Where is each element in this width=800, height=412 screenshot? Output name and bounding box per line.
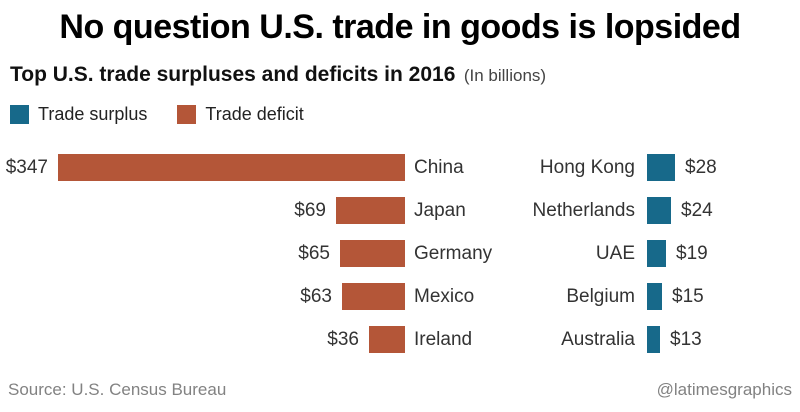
surplus-row: Netherlands $24 (500, 189, 792, 232)
surplus-value-label: $28 (685, 156, 717, 178)
surplus-value-label: $15 (672, 285, 704, 307)
deficit-value-label: $69 (294, 199, 326, 221)
surplus-bar (647, 154, 675, 181)
footer: Source: U.S. Census Bureau @latimesgraph… (8, 380, 792, 400)
surplus-bar (647, 197, 671, 224)
deficit-value-label: $347 (5, 156, 48, 178)
deficit-bar (369, 326, 405, 353)
deficit-value-label: $65 (298, 242, 330, 264)
surplus-bar-chart: Hong Kong $28 Netherlands $24 UAE $19 Belgium $… (500, 146, 792, 361)
deficit-row: $69 Japan (8, 189, 514, 232)
deficit-country-label: Mexico (414, 285, 475, 307)
chart-subtitle-row: Top U.S. trade surpluses and deficits in… (10, 63, 546, 87)
deficit-value-label: $36 (327, 328, 359, 350)
credit-text: @latimesgraphics (656, 380, 792, 399)
deficit-country-label: Ireland (414, 328, 473, 350)
chart-title: No question U.S. trade in goods is lopsi… (59, 8, 741, 46)
surplus-legend-swatch (10, 105, 29, 124)
deficit-bar (342, 283, 405, 310)
surplus-value-label: $13 (670, 328, 702, 350)
deficit-legend-swatch (177, 105, 197, 124)
deficit-country-label: China (414, 156, 464, 178)
deficit-row: $65 Germany (8, 232, 514, 275)
surplus-row: Belgium $15 (500, 275, 792, 318)
deficit-bar-chart: $347 China $69 Japan $65 Germany $63 Mexico $36 I… (5, 146, 514, 361)
deficit-bar (340, 240, 405, 267)
deficit-country-label: Japan (414, 199, 466, 221)
surplus-country-label: Belgium (566, 285, 635, 307)
surplus-row: Australia $13 (500, 318, 792, 361)
surplus-bar (647, 240, 666, 267)
chart-subtitle: Top U.S. trade surpluses and deficits in… (10, 63, 456, 86)
surplus-bar (647, 326, 660, 353)
legend: Trade surplus Trade deficit (10, 104, 304, 125)
surplus-value-label: $19 (676, 242, 708, 264)
deficit-value-label: $63 (300, 285, 332, 307)
chart-subtitle-note: (In billions) (463, 66, 547, 85)
legend-item-surplus: Trade surplus (10, 104, 147, 125)
deficit-row: $347 China (5, 146, 514, 189)
deficit-country-label: Germany (414, 242, 493, 264)
surplus-bar (647, 283, 662, 310)
deficit-legend-label: Trade deficit (205, 104, 304, 124)
deficit-row: $36 Ireland (8, 318, 514, 361)
surplus-legend-label: Trade surplus (38, 104, 148, 124)
surplus-country-label: Australia (561, 328, 635, 350)
surplus-country-label: UAE (595, 242, 635, 264)
legend-item-deficit: Trade deficit (177, 104, 304, 125)
surplus-value-label: $24 (681, 199, 713, 221)
surplus-country-label: Netherlands (532, 199, 635, 221)
source-text: Source: U.S. Census Bureau (8, 380, 227, 399)
deficit-bar (336, 197, 405, 224)
surplus-row: Hong Kong $28 (500, 146, 792, 189)
deficit-bar (58, 154, 405, 181)
surplus-country-label: Hong Kong (539, 156, 635, 178)
surplus-row: UAE $19 (500, 232, 792, 275)
deficit-row: $63 Mexico (8, 275, 514, 318)
